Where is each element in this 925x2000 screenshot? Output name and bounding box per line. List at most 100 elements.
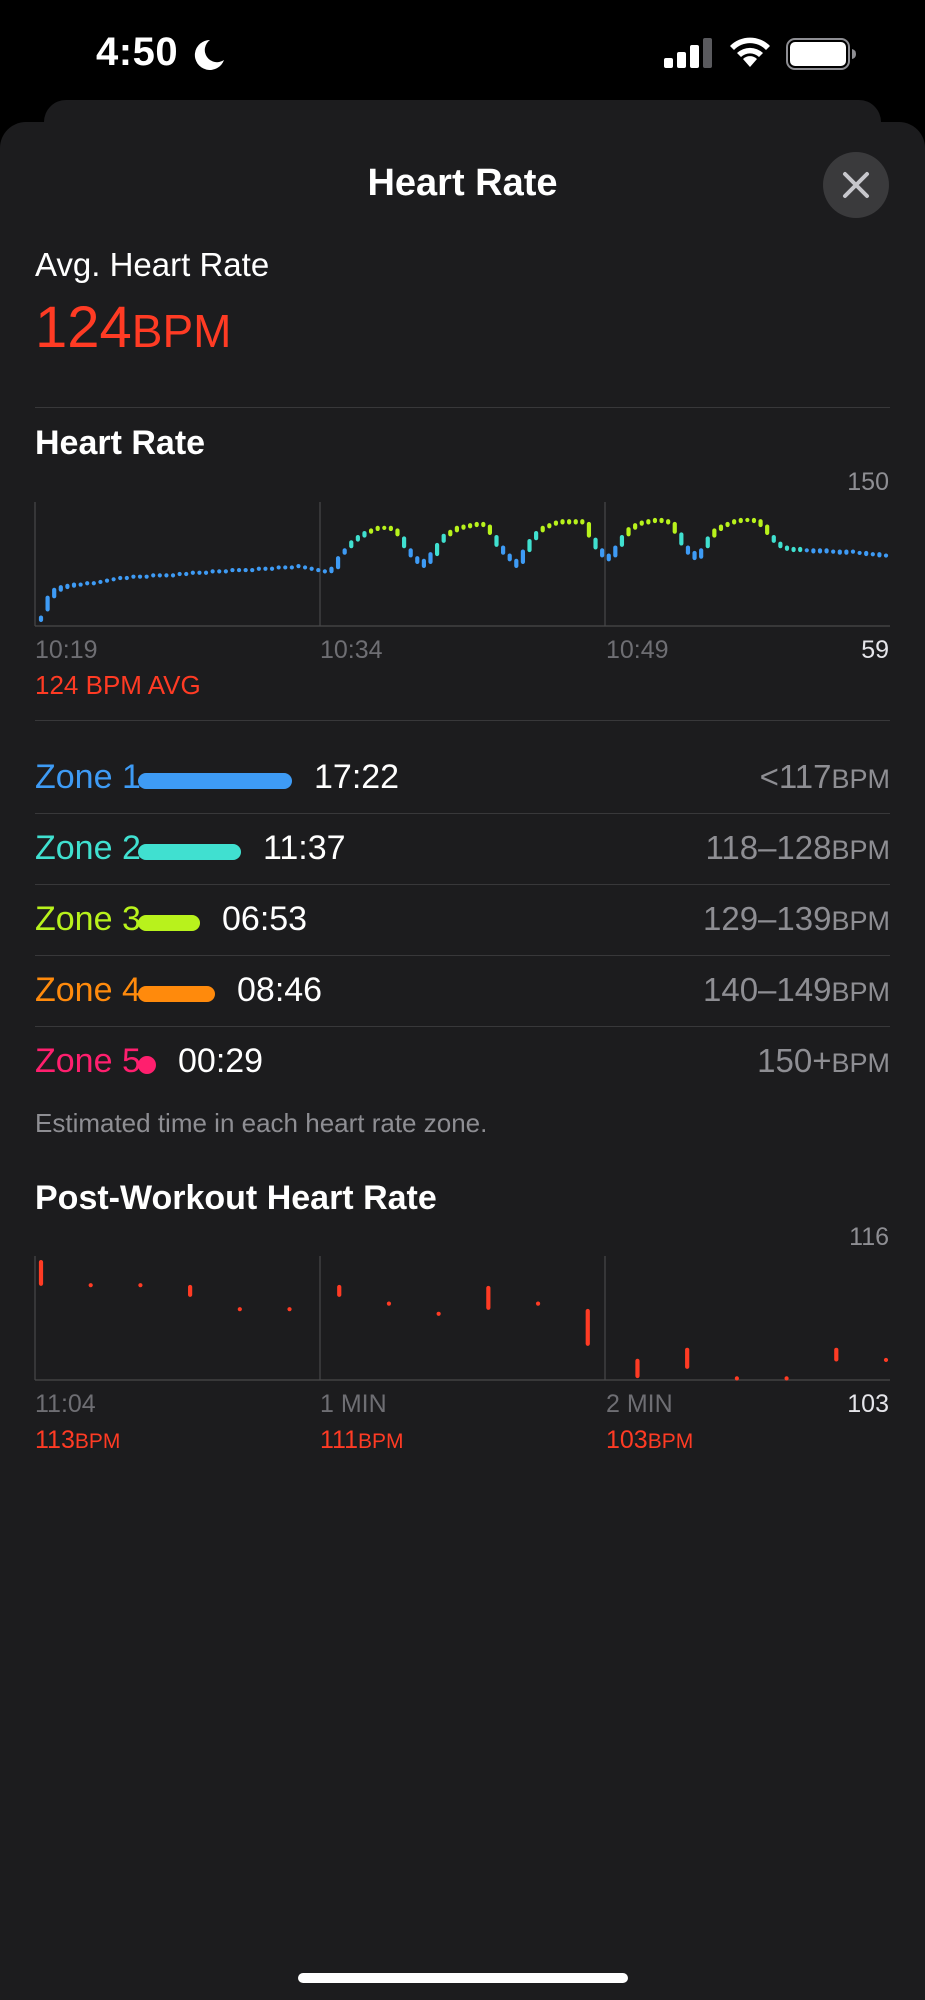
- zone-divider: [35, 1026, 890, 1027]
- chart-range-bar: [52, 587, 57, 599]
- avg-heart-rate-number: 124: [35, 295, 132, 360]
- chart-range-bar: [434, 542, 440, 557]
- chart-range-bar: [316, 567, 321, 573]
- chart-range-bar: [778, 541, 783, 549]
- chart-range-bar: [883, 553, 889, 558]
- chart-range-bar: [685, 1347, 690, 1369]
- chart-range-bar: [586, 521, 592, 538]
- chart-range-bar: [501, 545, 506, 555]
- chart-range-bar: [289, 565, 294, 570]
- chart-range-bar: [164, 573, 169, 578]
- chart-range-bar: [441, 533, 446, 543]
- wifi-icon: [730, 37, 770, 67]
- chart-range-bar: [85, 581, 90, 586]
- chart-range-bar: [718, 524, 724, 532]
- chart-range-bar: [335, 556, 341, 570]
- chart-range-bar: [124, 575, 129, 581]
- chart-range-bar: [217, 569, 222, 574]
- zone-name: Zone 5: [35, 1042, 141, 1080]
- chart-range-bar: [395, 528, 400, 537]
- zone-time: 08:46: [237, 971, 323, 1009]
- zone-name: Zone 2: [35, 829, 141, 867]
- close-button[interactable]: [823, 152, 889, 218]
- chart-range-bar: [362, 531, 367, 538]
- chart-range-bar: [652, 517, 658, 524]
- avg-heart-rate-value: 124BPM: [35, 294, 231, 361]
- chart-range-bar: [857, 550, 862, 556]
- chart-range-bar: [626, 527, 631, 537]
- chart-range-bar: [309, 566, 314, 571]
- chart-range-bar: [573, 519, 578, 525]
- chart-range-bar: [111, 577, 116, 582]
- chart-range-bar: [131, 574, 136, 579]
- chart-range-bar: [864, 550, 869, 557]
- zone-row: Zone 3 06:53 129–139BPM: [35, 886, 890, 956]
- chart-range-bar: [804, 548, 809, 553]
- chart-range-bar: [355, 535, 360, 542]
- status-bar: 4:50: [0, 0, 925, 110]
- chart-range-bar: [725, 521, 730, 528]
- chart-range-bar: [870, 552, 875, 557]
- post-workout-section-title: Post-Workout Heart Rate: [35, 1179, 437, 1217]
- chart-range-bar: [382, 525, 387, 530]
- zone-bpm-range: 150+BPM: [757, 1042, 890, 1080]
- chart-range-bar: [527, 538, 532, 553]
- zone-range-value: 129–139: [703, 900, 832, 937]
- post-chart-x-label: 2 MIN: [606, 1390, 673, 1418]
- home-indicator[interactable]: [298, 1973, 628, 1983]
- post-chart-y-min: 103: [847, 1390, 889, 1418]
- zone-range-unit: BPM: [831, 1048, 890, 1078]
- chart-range-bar: [553, 520, 559, 526]
- chart-range-bar: [560, 519, 565, 525]
- chart-range-bar: [296, 564, 301, 569]
- chart-range-bar: [98, 579, 103, 585]
- chart-range-bar: [824, 548, 829, 554]
- chart-range-bar: [137, 574, 143, 579]
- chart-range-bar: [468, 523, 473, 529]
- post-chart-x-label: 1 MIN: [320, 1390, 387, 1418]
- post-workout-value: 111BPM: [320, 1426, 404, 1455]
- zone-duration-bar: [138, 1056, 156, 1074]
- heart-rate-sheet: Heart Rate Avg. Heart Rate 124BPM Heart …: [0, 122, 925, 2000]
- chart-range-bar: [593, 537, 598, 550]
- hr-chart-x-label: 10:19: [35, 636, 98, 664]
- chart-range-bar: [104, 578, 110, 583]
- chart-range-bar: [613, 545, 618, 558]
- chart-range-bar: [481, 521, 486, 528]
- chart-range-bar: [448, 529, 453, 537]
- chart-range-bar: [639, 520, 644, 526]
- zone-duration-bar: [138, 773, 292, 789]
- zone-divider: [35, 813, 890, 814]
- zone-divider: [35, 884, 890, 885]
- chart-range-bar: [679, 532, 684, 546]
- zone-range-value: 140–149: [703, 971, 832, 1008]
- zone-name: Zone 1: [35, 758, 141, 796]
- zone-name: Zone 4: [35, 971, 141, 1009]
- chart-range-bar: [699, 548, 704, 559]
- chart-range-bar: [375, 525, 380, 532]
- post-workout-value-number: 103: [606, 1426, 648, 1454]
- chart-range-bar: [474, 521, 479, 528]
- chart-range-bar: [580, 519, 585, 525]
- hr-avg-caption: 124 BPM AVG: [35, 670, 201, 700]
- zone-row: Zone 4 08:46 140–149BPM: [35, 957, 890, 1027]
- chart-range-bar: [758, 519, 763, 528]
- chart-range-bar: [672, 521, 677, 534]
- zone-range-unit: BPM: [831, 764, 890, 794]
- heart-rate-chart: [34, 502, 890, 627]
- chart-range-bar: [784, 545, 790, 551]
- post-chart-x-label: 11:04: [35, 1390, 96, 1418]
- chart-range-bar: [388, 525, 393, 532]
- chart-range-bar: [540, 525, 545, 533]
- chart-range-bar: [91, 581, 96, 586]
- chart-range-bar: [144, 574, 149, 579]
- chart-range-bar: [712, 528, 717, 538]
- post-workout-value-unit: BPM: [74, 1430, 121, 1453]
- chart-range-bar: [771, 535, 776, 543]
- chart-range-bar: [342, 548, 347, 555]
- zones-footnote: Estimated time in each heart rate zone.: [35, 1108, 488, 1138]
- chart-range-bar: [177, 571, 182, 577]
- chart-range-bar: [494, 535, 499, 547]
- chart-range-bar: [811, 548, 816, 554]
- chart-range-bar: [269, 566, 275, 571]
